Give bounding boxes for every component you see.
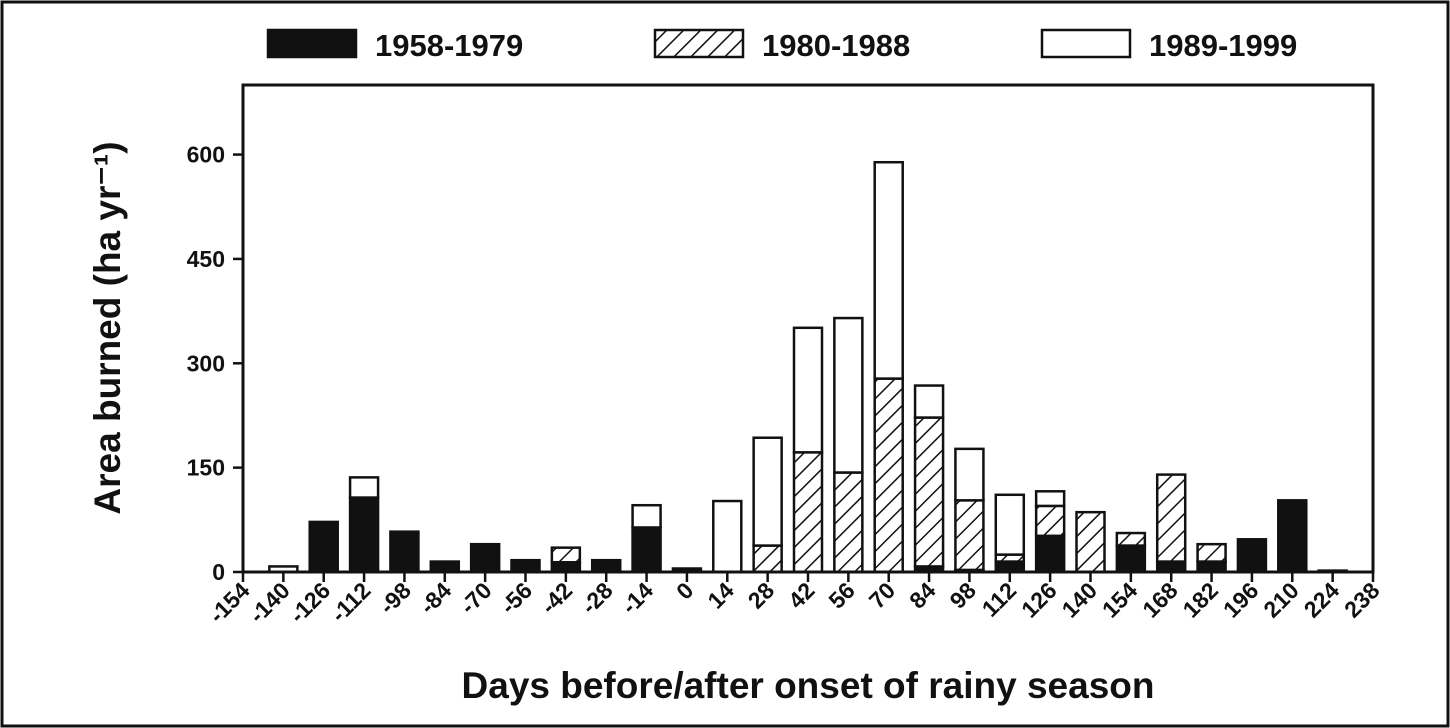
- bar-segment: [792, 451, 824, 574]
- bar-segment: [954, 499, 985, 572]
- legend-swatch: [266, 28, 358, 59]
- bar-segment: [792, 326, 824, 454]
- x-tick-label: 210: [1258, 577, 1304, 623]
- bar-segment: [712, 499, 743, 574]
- x-tick-label: 42: [783, 577, 819, 613]
- x-axis-label: Days before/after onset of rainy season: [462, 665, 1155, 706]
- bar-segment: [550, 546, 582, 564]
- bar-segment: [1155, 473, 1187, 563]
- bar-segment: [873, 160, 904, 380]
- bar-segment: [631, 526, 662, 574]
- bar-segment: [389, 530, 420, 574]
- bar-segment: [954, 447, 985, 502]
- bar-segment: [1115, 531, 1147, 547]
- x-tick-label: 28: [743, 577, 780, 614]
- bar-segment: [308, 520, 339, 574]
- bar-segment: [510, 558, 541, 574]
- x-tick-label: 84: [904, 577, 941, 614]
- x-tick-label: 140: [1057, 577, 1103, 623]
- bar-segment: [348, 476, 380, 499]
- y-tick-label: 150: [187, 455, 225, 481]
- bar-segment: [994, 493, 1026, 556]
- bar-segment: [429, 560, 461, 574]
- bar-segment: [994, 560, 1026, 574]
- bar-segment: [833, 471, 864, 574]
- x-tick-label: -28: [576, 577, 618, 619]
- bar-segment: [1277, 499, 1308, 574]
- x-tick-label: -140: [244, 577, 295, 628]
- x-tick-label: -126: [284, 577, 335, 628]
- x-tick-label: 182: [1178, 577, 1224, 623]
- bar-segment: [348, 496, 380, 574]
- bar-segment: [1034, 534, 1066, 574]
- x-tick-label: 168: [1137, 577, 1183, 623]
- bar-segment: [752, 544, 783, 574]
- bar-segment: [1034, 504, 1066, 538]
- bar-segment: [752, 436, 783, 547]
- x-tick-label: 70: [864, 577, 900, 613]
- legend-label: 1989-1999: [1149, 28, 1297, 63]
- bar-segment: [913, 416, 945, 568]
- x-tick-label: -84: [414, 577, 456, 619]
- legend-swatch: [653, 28, 745, 59]
- bar-segment: [1155, 560, 1187, 574]
- bar-segment: [1236, 538, 1268, 574]
- bar-segment: [873, 377, 904, 574]
- x-tick-label: 56: [823, 577, 859, 613]
- x-tick-label: -42: [535, 577, 577, 619]
- x-tick-label: -56: [495, 577, 537, 619]
- bar-segment: [469, 542, 501, 574]
- legend-label: 1958-1979: [375, 28, 523, 63]
- legend-swatch: [1040, 28, 1132, 59]
- x-tick-label: 196: [1218, 577, 1264, 623]
- bar-segment: [833, 316, 864, 474]
- bar-segment: [1075, 510, 1106, 574]
- y-tick-label: 300: [187, 350, 225, 376]
- y-tick-label: 0: [212, 559, 225, 585]
- bar-segment: [913, 384, 945, 419]
- bar-segment: [1196, 542, 1227, 563]
- x-tick-label: 0: [671, 577, 698, 604]
- bar-segment: [1196, 560, 1227, 574]
- bar-segment: [1115, 544, 1147, 574]
- x-tick-label: 238: [1339, 577, 1385, 623]
- x-tick-label: 14: [702, 577, 739, 614]
- bar-segment: [590, 558, 622, 574]
- x-tick-label: 112: [977, 577, 1022, 622]
- plot-frame: [241, 83, 1375, 574]
- x-tick-label: -98: [374, 577, 416, 619]
- x-tick-label: 224: [1299, 577, 1345, 623]
- y-tick-label: 450: [187, 246, 225, 272]
- legend-label: 1980-1988: [762, 28, 910, 63]
- bar-segment: [1034, 490, 1066, 508]
- y-axis-label: Area burned (ha yr⁻¹): [87, 141, 128, 514]
- x-tick-label: 126: [1016, 577, 1062, 623]
- x-tick-label: -112: [326, 577, 376, 627]
- x-tick-label: -70: [455, 577, 497, 619]
- y-tick-label: 600: [187, 142, 225, 168]
- x-tick-label: -14: [616, 577, 658, 619]
- x-tick-label: 98: [944, 577, 981, 614]
- x-tick-label: 154: [1097, 577, 1143, 623]
- bar-segment: [631, 503, 662, 529]
